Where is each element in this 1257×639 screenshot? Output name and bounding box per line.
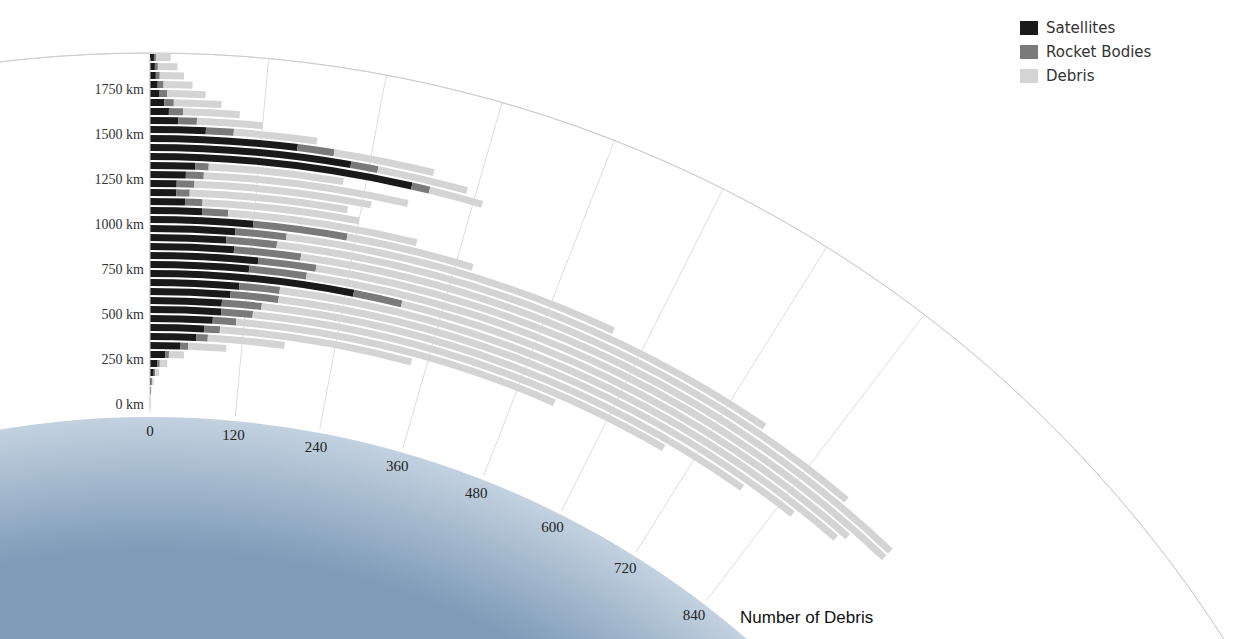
- svg-text:840: 840: [683, 607, 706, 623]
- svg-text:1750 km: 1750 km: [95, 82, 145, 97]
- svg-text:720: 720: [614, 560, 637, 576]
- svg-text:750 km: 750 km: [102, 262, 145, 277]
- svg-text:1250 km: 1250 km: [95, 172, 145, 187]
- svg-text:120: 120: [222, 427, 245, 443]
- svg-text:360: 360: [386, 458, 409, 474]
- svg-text:0: 0: [146, 423, 154, 439]
- svg-text:1500 km: 1500 km: [95, 127, 145, 142]
- html-text:Number of Debris: Number of Debris: [740, 608, 874, 627]
- html-text:Debris: Debris: [1046, 67, 1095, 85]
- svg-text:600: 600: [541, 519, 564, 535]
- svg-text:1000 km: 1000 km: [95, 217, 145, 232]
- svg-text:500 km: 500 km: [102, 307, 145, 322]
- svg-text:240: 240: [305, 439, 328, 455]
- svg-text:0 km: 0 km: [116, 397, 145, 412]
- svg-text:480: 480: [465, 485, 488, 501]
- svg-text:250 km: 250 km: [102, 352, 145, 367]
- html-text:Rocket Bodies: Rocket Bodies: [1046, 43, 1152, 61]
- html-text:Satellites: Satellites: [1046, 19, 1116, 37]
